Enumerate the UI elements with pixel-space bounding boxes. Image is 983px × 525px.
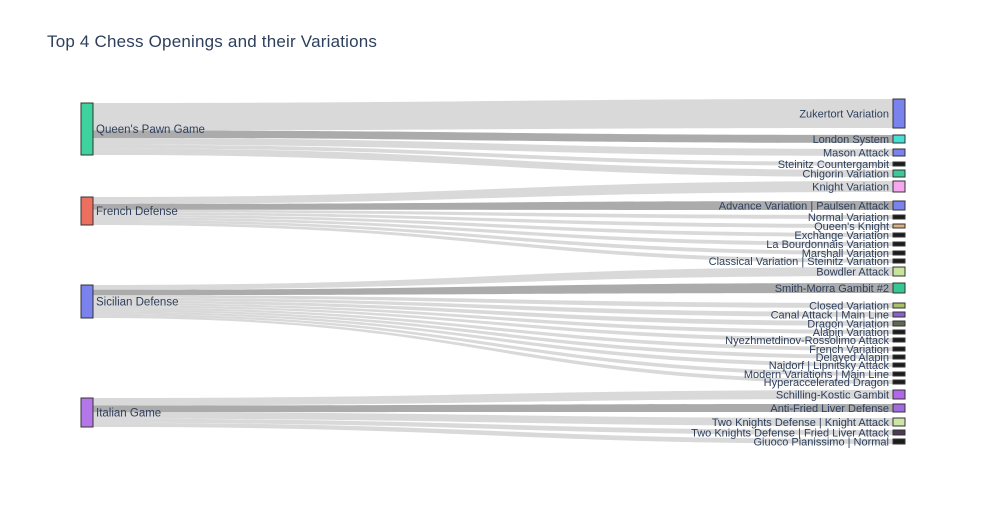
sankey-link-sicilian-defense-to-najdorf-lipnitsky-attack[interactable]	[93, 311, 893, 367]
sankey-link-french-defense-to-knight-variation[interactable]	[93, 181, 893, 204]
sankey-node-hyperaccelerated-dragon[interactable]	[892, 379, 906, 385]
sankey-node-bowdler-attack[interactable]	[892, 266, 906, 277]
sankey-link-queen-s-pawn-game-to-london-system[interactable]	[93, 130, 893, 143]
sankey-node-anti-fried-liver-defense[interactable]	[892, 403, 906, 413]
sankey-link-sicilian-defense-to-dragon-variation[interactable]	[93, 300, 893, 326]
sankey-node-exchange-variation[interactable]	[892, 232, 906, 238]
sankey-node-schilling-kostic-gambit[interactable]	[892, 389, 906, 400]
sankey-link-sicilian-defense-to-canal-attack-main-line[interactable]	[93, 297, 893, 317]
sankey-node-london-system[interactable]	[892, 134, 906, 144]
sankey-node-knight-variation[interactable]	[892, 180, 906, 193]
sankey-link-french-defense-to-advance-variation-paulsen-attack[interactable]	[93, 201, 893, 210]
sankey-link-italian-game-to-two-knights-defense-fried-liver-attack[interactable]	[93, 418, 893, 435]
sankey-node-mason-attack[interactable]	[892, 148, 906, 157]
sankey-node-advance-variation-paulsen-attack[interactable]	[892, 200, 906, 211]
sankey-link-italian-game-to-schilling-kostic-gambit[interactable]	[93, 390, 893, 406]
sankey-node-dragon-variation[interactable]	[892, 320, 906, 327]
sankey-link-sicilian-defense-to-bowdler-attack[interactable]	[93, 267, 893, 290]
sankey-link-french-defense-to-la-bourdonnais-variation[interactable]	[93, 217, 893, 246]
sankey-link-french-defense-to-queen-s-knight[interactable]	[93, 212, 893, 228]
sankey-node-modern-variations-main-line[interactable]	[892, 371, 906, 377]
sankey-node-canal-attack-main-line[interactable]	[892, 311, 906, 318]
sankey-node-alapin-variation[interactable]	[892, 329, 906, 335]
sankey-link-sicilian-defense-to-closed-variation[interactable]	[93, 295, 893, 308]
sankey-node-najdorf-lipnitsky-attack[interactable]	[892, 362, 906, 368]
sankey-link-italian-game-to-anti-fried-liver-defense[interactable]	[93, 404, 893, 413]
sankey-link-sicilian-defense-to-french-variation[interactable]	[93, 307, 893, 351]
sankey-node-nyezhmetdinov-rossolimo-attack[interactable]	[892, 337, 906, 343]
sankey-node-normal-variation[interactable]	[892, 214, 906, 220]
sankey-node-french-variation[interactable]	[892, 346, 906, 352]
sankey-node-zukertort-variation[interactable]	[892, 98, 906, 129]
sankey-link-french-defense-to-exchange-variation[interactable]	[93, 214, 893, 237]
sankey-node-closed-variation[interactable]	[892, 302, 906, 309]
sankey-node-two-knights-defense-knight-attack[interactable]	[892, 417, 906, 427]
sankey-link-french-defense-to-marshall-variation[interactable]	[93, 219, 893, 255]
sankey-link-italian-game-to-two-knights-defense-knight-attack[interactable]	[93, 412, 893, 426]
sankey-node-italian-game[interactable]	[80, 397, 94, 428]
sankey-link-sicilian-defense-to-delayed-alapin[interactable]	[93, 309, 893, 359]
sankey-link-italian-game-to-giuoco-pianissimo-normal[interactable]	[93, 422, 893, 444]
sankey-node-la-bourdonnais-variation[interactable]	[892, 241, 906, 247]
sankey-link-sicilian-defense-to-smith-morra-gambit-2[interactable]	[93, 283, 893, 296]
sankey-link-queen-s-pawn-game-to-steinitz-countergambit[interactable]	[93, 144, 893, 166]
sankey-node-french-defense[interactable]	[80, 196, 94, 226]
sankey-link-queen-s-pawn-game-to-chigorin-variation[interactable]	[93, 148, 893, 177]
sankey-link-queen-s-pawn-game-to-zukertort-variation[interactable]	[93, 99, 893, 131]
sankey-node-giuoco-pianissimo-normal[interactable]	[892, 438, 906, 445]
sankey-node-classical-variation-steinitz-variation[interactable]	[892, 258, 906, 264]
sankey-node-delayed-alapin[interactable]	[892, 354, 906, 360]
sankey-link-sicilian-defense-to-nyezhmetdinov-rossolimo-attack[interactable]	[93, 305, 893, 342]
sankey-node-queen-s-pawn-game[interactable]	[80, 102, 94, 156]
sankey-link-sicilian-defense-to-alapin-variation[interactable]	[93, 303, 893, 334]
sankey-link-french-defense-to-normal-variation[interactable]	[93, 209, 893, 219]
sankey-node-marshall-variation[interactable]	[892, 250, 906, 256]
sankey-node-chigorin-variation[interactable]	[892, 169, 906, 178]
sankey-node-two-knights-defense-fried-liver-attack[interactable]	[892, 429, 906, 436]
sankey-link-queen-s-pawn-game-to-mason-attack[interactable]	[93, 137, 893, 156]
sankey-node-sicilian-defense[interactable]	[80, 284, 94, 319]
sankey-node-smith-morra-gambit-2[interactable]	[892, 282, 906, 294]
sankey-link-sicilian-defense-to-hyperaccelerated-dragon[interactable]	[93, 315, 893, 384]
sankey-node-steinitz-countergambit[interactable]	[892, 161, 906, 167]
sankey-link-french-defense-to-classical-variation-steinitz-variation[interactable]	[93, 222, 893, 263]
chart-title: Top 4 Chess Openings and their Variation…	[47, 32, 378, 51]
sankey-link-sicilian-defense-to-modern-variations-main-line[interactable]	[93, 313, 893, 376]
sankey-node-queen-s-knight[interactable]	[892, 223, 906, 229]
